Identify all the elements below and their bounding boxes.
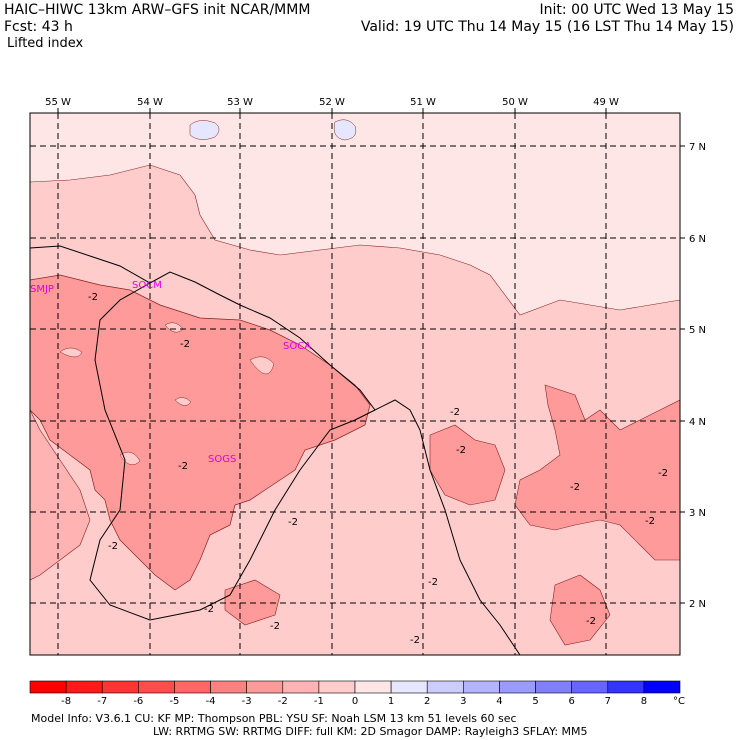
colorbar-tick-label: 6 [568,696,574,707]
colorbar-tick-label: -8 [61,696,71,707]
field-hole [174,397,192,406]
colorbar-tick-label: -3 [242,696,252,707]
contour-label: -2 [456,445,466,456]
contour-label: -2 [270,621,280,632]
colorbar-swatch [463,680,500,694]
lat-label: 5 N [689,325,706,336]
colorbar-tick-label: 0 [352,696,358,707]
colorbar-tick-label: 5 [532,696,538,707]
colorbar-swatch [138,680,175,694]
field-hole [119,451,141,466]
contour-label: -2 [204,604,214,615]
colorbar-tick-label: -4 [206,696,216,707]
lon-label: 51 W [410,97,436,108]
colorbar-swatch [643,680,681,694]
instability-region [30,409,91,581]
lon-label: 49 W [593,97,619,108]
field-hole [59,347,83,358]
colorbar-swatch [65,680,103,694]
contour-label: -2 [288,517,298,528]
contour-label: -2 [178,461,188,472]
colorbar-swatch [318,680,356,694]
field-name: Lifted index [7,36,84,51]
contour-label: -2 [570,482,580,493]
latitude-labels: 7 N 6 N 5 N 4 N 3 N 2 N [689,142,706,610]
station-labels: SMJP SOCM SOCA SOGS [30,280,311,465]
colorbar-swatch [499,680,536,694]
stable-patch [189,120,220,140]
contour-labels: -2 -2 -2 -2 -2 -2 -2 -2 -2 -2 -2 -2 -2 -… [88,292,668,646]
coastline [29,245,521,656]
lon-label: 54 W [137,97,163,108]
contour-label: -2 [410,635,420,646]
colorbar-labels: °C -8 -7 -6 -5 -4 -3 -2 -1 0 1 2 3 4 5 6 7 8 [61,696,685,707]
colorbar [29,680,681,694]
station-sogs: SOGS [208,454,236,465]
lon-label: 52 W [319,97,345,108]
colorbar-swatch [390,680,428,694]
colorbar-tick-label: -7 [97,696,107,707]
colorbar-tick-label: 1 [388,696,394,707]
weak-instability-region [30,113,680,316]
moderate-instability-patch [514,384,680,561]
model-info-line2: LW: RRTMG SW: RRTMG DIFF: full KM: 2D Sm… [153,725,588,738]
colorbar-swatch [426,680,464,694]
map-frame [29,112,681,656]
contour-label: -2 [180,339,190,350]
colorbar-tick-label: 8 [641,696,647,707]
contour-label: -2 [586,616,596,627]
longitude-labels: 55 W 54 W 53 W 52 W 51 W 50 W 49 W [45,97,619,108]
colorbar-tick-label: -6 [133,696,143,707]
contour-label: -2 [108,541,118,552]
model-info-line1: Model Info: V3.6.1 CU: KF MP: Thompson P… [31,712,517,725]
contour-label: -2 [658,468,668,479]
contour-label: -2 [88,292,98,303]
colorbar-tick-label: 4 [496,696,502,707]
moderate-instability-patch [549,574,611,646]
station-smjp: SMJP [30,284,54,295]
lat-label: 4 N [689,417,706,428]
colorbar-swatch [246,680,284,694]
colorbar-tick-label: -5 [169,696,179,707]
axis-ticks [57,108,685,604]
contour-label: -2 [428,577,438,588]
lon-label: 53 W [227,97,253,108]
model-title: HAIC–HIWC 13km ARW–GFS init NCAR/MMM [4,2,311,18]
colorbar-unit: °C [673,696,685,707]
colorbar-swatch [354,680,392,694]
lat-label: 2 N [689,599,706,610]
contour-label: -2 [450,407,460,418]
field-hole [249,356,275,375]
lat-lon-grid [30,113,680,655]
lon-label: 55 W [45,97,71,108]
colorbar-swatch [101,680,139,694]
moderate-instability-patch [429,424,506,506]
map-field [30,113,680,655]
lat-label: 7 N [689,142,706,153]
colorbar-swatch [607,680,645,694]
station-soca: SOCA [283,341,311,352]
valid-time: Valid: 19 UTC Thu 14 May 15 (16 LST Thu … [360,19,734,35]
lat-label: 3 N [689,508,706,519]
colorbar-tick-label: 2 [424,696,430,707]
station-socm: SOCM [132,280,162,291]
colorbar-swatch [282,680,320,694]
stable-patch [333,119,357,141]
init-time: Init: 00 UTC Wed 13 May 15 [539,2,734,18]
colorbar-swatch [571,680,609,694]
forecast-hour: Fcst: 43 h [4,19,73,35]
colorbar-tick-label: 3 [460,696,466,707]
lat-label: 6 N [689,234,706,245]
colorbar-swatch [210,680,247,694]
colorbar-tick-label: -1 [314,696,324,707]
colorbar-tick-label: 7 [605,696,611,707]
colorbar-swatch [535,680,572,694]
colorbar-tick-label: -2 [278,696,288,707]
moderate-instability-region [30,274,371,591]
colorbar-swatch [174,680,211,694]
colorbar-swatch [29,680,67,694]
contour-label: -2 [645,516,655,527]
lon-label: 50 W [502,97,528,108]
